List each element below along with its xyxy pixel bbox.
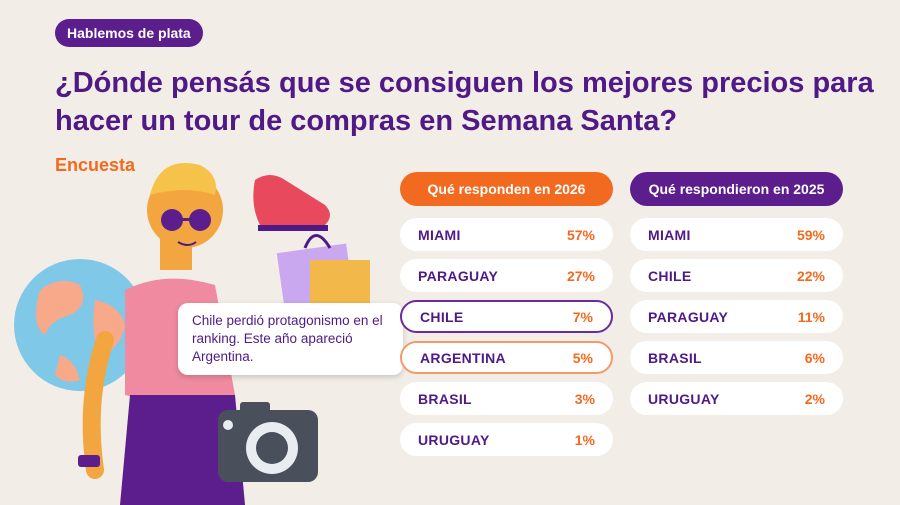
percentage-value: 27% — [566, 267, 595, 284]
header-2025: Qué respondieron en 2025 — [630, 172, 843, 206]
ranking-row: PARAGUAY 27% — [400, 259, 613, 292]
country-label: PARAGUAY — [648, 308, 729, 325]
ranking-row: MIAMI 59% — [630, 218, 843, 251]
percentage-value: 5% — [572, 349, 593, 366]
ranking-row: URUGUAY 2% — [630, 382, 843, 415]
ranking-row: CHILE 22% — [630, 259, 843, 292]
section-badge: Hablemos de plata — [55, 19, 203, 47]
country-label: URUGUAY — [648, 390, 720, 407]
ranking-row: MIAMI 57% — [400, 218, 613, 251]
country-label: URUGUAY — [418, 431, 490, 448]
percentage-value: 22% — [796, 267, 825, 284]
country-label: MIAMI — [648, 226, 691, 243]
headline: ¿Dónde pensás que se consiguen los mejor… — [55, 67, 874, 137]
header-2026: Qué responden en 2026 — [400, 172, 613, 206]
percentage-value: 59% — [796, 226, 825, 243]
shoe-icon — [253, 175, 330, 231]
percentage-value: 11% — [797, 308, 825, 325]
percentage-value: 2% — [804, 390, 825, 407]
globe-icon — [14, 259, 146, 391]
callout-note: Chile perdió protagonismo en el ranking.… — [178, 303, 403, 375]
country-label: CHILE — [420, 308, 464, 325]
subtitle: Encuesta — [55, 155, 136, 175]
country-label: ARGENTINA — [420, 349, 506, 366]
country-label: PARAGUAY — [418, 267, 499, 284]
percentage-value: 7% — [572, 308, 593, 325]
country-label: BRASIL — [648, 349, 702, 366]
country-label: MIAMI — [418, 226, 461, 243]
ranking-row: PARAGUAY 11% — [630, 300, 843, 333]
ranking-row: BRASIL 3% — [400, 382, 613, 415]
percentage-value: 1% — [574, 431, 595, 448]
country-label: CHILE — [648, 267, 692, 284]
percentage-value: 6% — [804, 349, 825, 366]
country-label: BRASIL — [418, 390, 472, 407]
ranking-row: URUGUAY 1% — [400, 423, 613, 456]
ranking-row: ARGENTINA 5% — [400, 341, 613, 374]
ranking-row: BRASIL 6% — [630, 341, 843, 374]
percentage-value: 3% — [574, 390, 595, 407]
percentage-value: 57% — [566, 226, 595, 243]
camera-icon — [218, 402, 318, 482]
ranking-row: CHILE 7% — [400, 300, 613, 333]
